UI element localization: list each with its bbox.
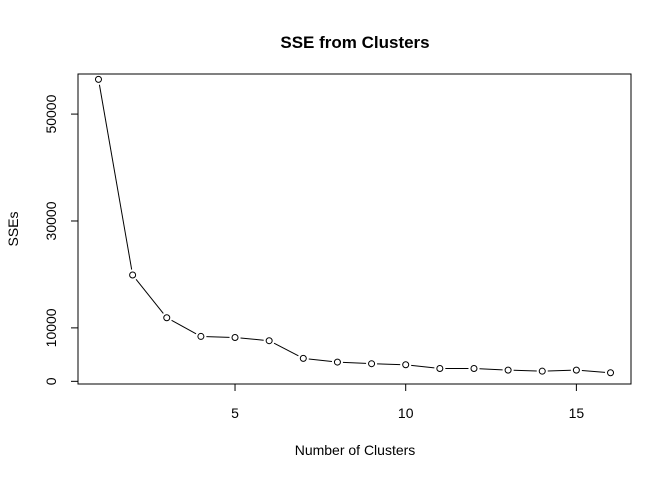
series-segment	[98, 84, 133, 270]
series-layer	[94, 75, 615, 377]
data-point	[197, 332, 205, 340]
series-segment	[308, 358, 333, 362]
data-point	[299, 354, 307, 362]
data-point	[436, 365, 444, 372]
x-tick-label: 15	[569, 405, 585, 421]
data-point	[94, 75, 102, 83]
data-point	[504, 366, 512, 374]
x-axis: 5 10 15	[231, 384, 584, 421]
x-tick-label: 10	[398, 405, 414, 421]
series-segment	[513, 369, 537, 372]
data-point	[163, 314, 171, 322]
series-segment	[342, 361, 367, 364]
data-point	[607, 369, 615, 377]
data-point	[368, 360, 376, 368]
series-segment	[135, 278, 164, 314]
data-point	[265, 337, 273, 345]
chart-title: SSE from Clusters	[280, 33, 429, 52]
series-segment	[240, 337, 264, 341]
data-point	[470, 365, 478, 372]
series-segment	[411, 364, 435, 369]
y-axis-label: SSEs	[5, 211, 21, 246]
series-segment	[206, 336, 230, 338]
data-point	[538, 367, 546, 375]
x-axis-label: Number of Clusters	[295, 442, 416, 458]
y-axis: 0 10000 30000 50000	[43, 94, 78, 385]
y-tick-label: 50000	[43, 94, 59, 133]
series-segment	[171, 319, 197, 335]
y-tick-label: 10000	[43, 308, 59, 347]
series-segment	[377, 363, 401, 366]
plot-frame	[77, 73, 632, 385]
data-point	[333, 358, 341, 366]
x-tick-label: 5	[231, 405, 239, 421]
y-tick-label: 30000	[43, 201, 59, 240]
data-point	[129, 271, 137, 279]
y-tick-label: 0	[43, 377, 59, 385]
data-point	[231, 334, 239, 341]
series-segment	[479, 368, 503, 371]
data-point	[402, 361, 410, 369]
data-point	[572, 366, 580, 374]
series-segment	[547, 369, 571, 372]
series-segment	[581, 370, 606, 373]
series-segment	[273, 342, 299, 357]
